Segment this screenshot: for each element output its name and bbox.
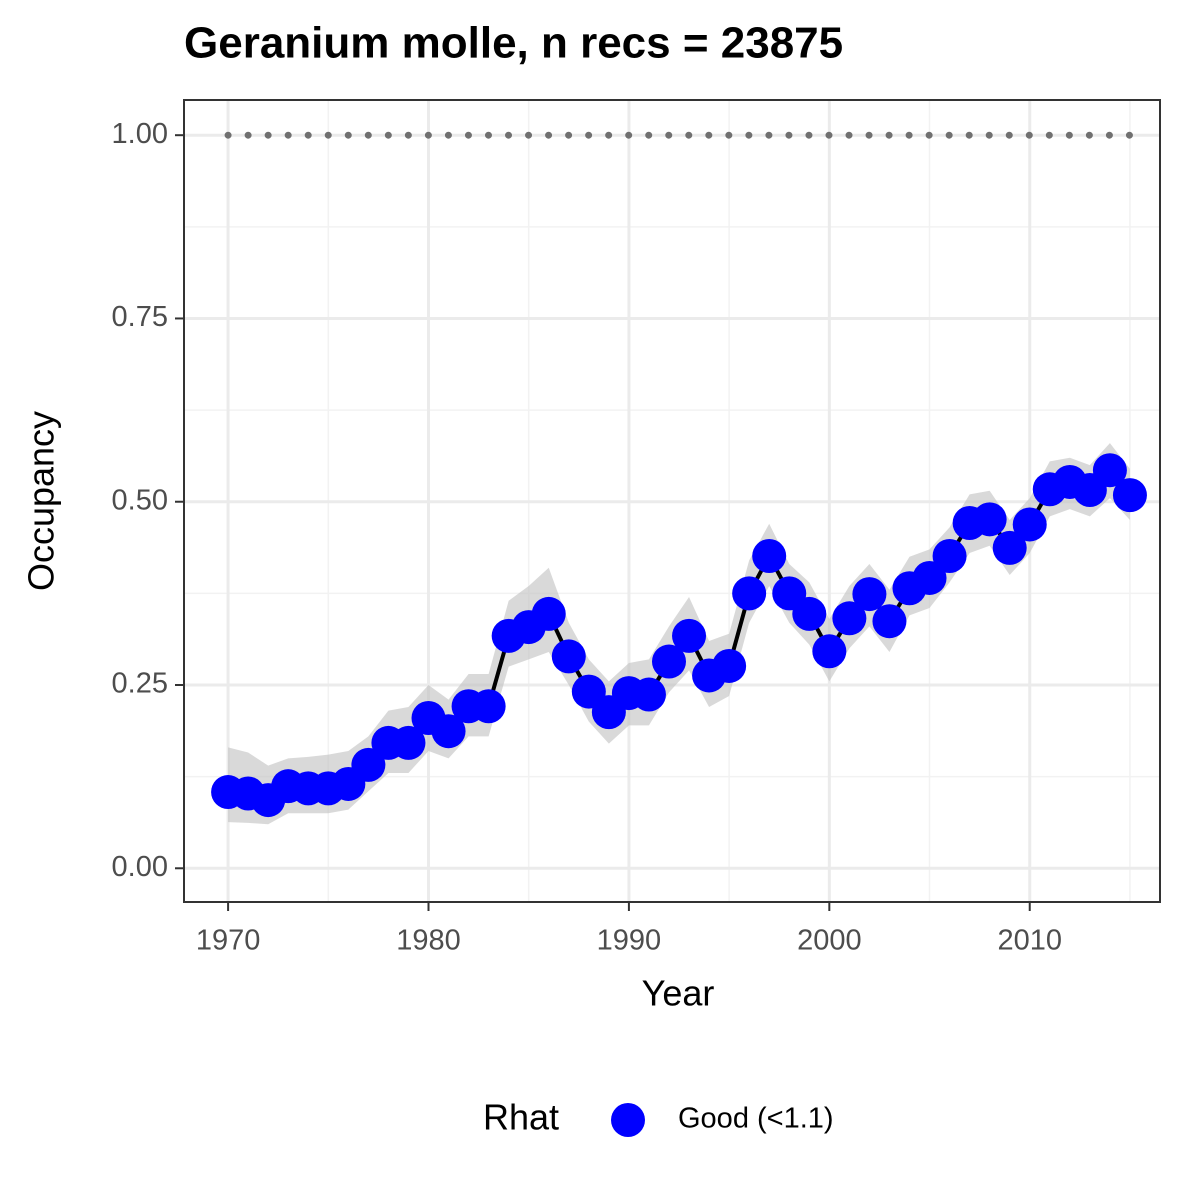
x-axis-label: Year <box>642 973 715 1014</box>
data-point <box>792 596 827 631</box>
data-point <box>1112 478 1147 513</box>
data-point <box>812 634 847 669</box>
data-point <box>1092 453 1127 488</box>
data-point <box>712 648 747 683</box>
y-tick-label: 0.25 <box>112 668 168 700</box>
x-tick-label: 1980 <box>396 925 461 957</box>
x-tick-label: 1990 <box>597 925 662 957</box>
data-point <box>732 576 767 611</box>
data-point <box>471 689 506 724</box>
data-point <box>631 677 666 712</box>
x-tick-label: 1970 <box>196 925 261 957</box>
data-point <box>872 604 907 639</box>
data-point <box>551 639 586 674</box>
data-point <box>531 596 566 631</box>
data-point <box>992 530 1027 565</box>
data-point <box>651 644 686 679</box>
data-point <box>1012 507 1047 542</box>
data-point <box>431 714 466 749</box>
legend-marker <box>611 1103 645 1137</box>
x-tick-label: 2010 <box>997 925 1062 957</box>
y-tick-label: 0.75 <box>112 301 168 333</box>
data-point <box>752 538 787 573</box>
x-tick-label: 2000 <box>797 925 862 957</box>
data-point <box>832 601 867 636</box>
data-point <box>972 502 1007 537</box>
legend-label: Good (<1.1) <box>678 1103 834 1135</box>
y-tick-label: 0.00 <box>112 851 168 883</box>
data-point <box>351 747 386 782</box>
y-tick-label: 0.50 <box>112 484 168 516</box>
data-point <box>672 618 707 653</box>
y-axis-label: Occupancy <box>21 411 62 591</box>
data-point <box>932 538 967 573</box>
y-tick-label: 1.00 <box>112 118 168 150</box>
legend-title: Rhat <box>483 1097 559 1138</box>
panel-border <box>183 99 1161 903</box>
data-point <box>852 577 887 612</box>
data-point <box>391 725 426 760</box>
data-point <box>912 560 947 595</box>
chart-title: Geranium molle, n recs = 23875 <box>184 19 843 68</box>
